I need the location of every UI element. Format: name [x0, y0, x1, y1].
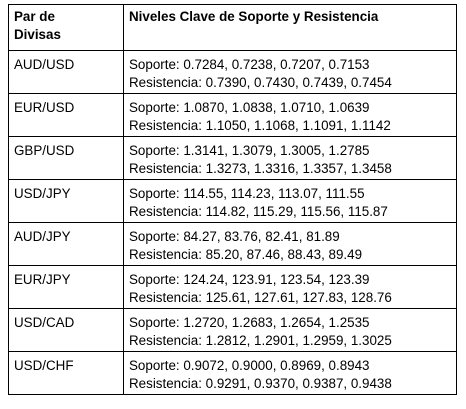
table-row: AUD/JPY Soporte: 84.27, 83.76, 82.41, 81…: [8, 222, 457, 266]
pair-cell: EUR/JPY: [8, 265, 124, 309]
resistance-line: Resistencia: 1.2812, 1.2901, 1.2959, 1.3…: [129, 333, 392, 348]
header-key-levels: Niveles Clave de Soporte y Resistencia: [123, 4, 457, 51]
pair-cell: EUR/USD: [8, 93, 124, 137]
levels-cell: Soporte: 114.55, 114.23, 113.07, 111.55 …: [123, 179, 457, 223]
support-resistance-table: Par de Divisas Niveles Clave de Soporte …: [8, 4, 457, 395]
header-currency-pair: Par de Divisas: [8, 4, 124, 51]
pair-cell: AUD/JPY: [8, 222, 124, 266]
resistance-line: Resistencia: 1.1050, 1.1068, 1.1091, 1.1…: [129, 118, 391, 133]
resistance-line: Resistencia: 1.3273, 1.3316, 1.3357, 1.3…: [129, 161, 392, 176]
pair-cell: GBP/USD: [8, 136, 124, 180]
levels-cell: Soporte: 84.27, 83.76, 82.41, 81.89 Resi…: [123, 222, 457, 266]
resistance-line: Resistencia: 114.82, 115.29, 115.56, 115…: [129, 204, 388, 219]
resistance-line: Resistencia: 125.61, 127.61, 127.83, 128…: [129, 290, 392, 305]
table-row: EUR/JPY Soporte: 124.24, 123.91, 123.54,…: [8, 265, 457, 309]
pair-cell: USD/JPY: [8, 179, 124, 223]
table-row: USD/CHF Soporte: 0.9072, 0.9000, 0.8969,…: [8, 351, 457, 395]
table-row: EUR/USD Soporte: 1.0870, 1.0838, 1.0710,…: [8, 93, 457, 137]
resistance-line: Resistencia: 0.7390, 0.7430, 0.7439, 0.7…: [129, 75, 392, 90]
support-line: Soporte: 1.2720, 1.2683, 1.2654, 1.2535: [129, 315, 370, 330]
table-header-row: Par de Divisas Niveles Clave de Soporte …: [8, 4, 457, 51]
support-line: Soporte: 114.55, 114.23, 113.07, 111.55: [129, 186, 365, 201]
table-row: USD/JPY Soporte: 114.55, 114.23, 113.07,…: [8, 179, 457, 223]
levels-cell: Soporte: 124.24, 123.91, 123.54, 123.39 …: [123, 265, 457, 309]
levels-cell: Soporte: 0.7284, 0.7238, 0.7207, 0.7153 …: [123, 50, 457, 94]
pair-cell: USD/CAD: [8, 308, 124, 352]
header-pair-line2: Divisas: [14, 27, 61, 42]
support-line: Soporte: 0.7284, 0.7238, 0.7207, 0.7153: [129, 57, 370, 72]
table-row: AUD/USD Soporte: 0.7284, 0.7238, 0.7207,…: [8, 50, 457, 94]
header-pair-line1: Par de: [14, 9, 55, 24]
levels-cell: Soporte: 1.3141, 1.3079, 1.3005, 1.2785 …: [123, 136, 457, 180]
table-row: USD/CAD Soporte: 1.2720, 1.2683, 1.2654,…: [8, 308, 457, 352]
levels-cell: Soporte: 0.9072, 0.9000, 0.8969, 0.8943 …: [123, 351, 457, 395]
resistance-line: Resistencia: 85.20, 87.46, 88.43, 89.49: [129, 247, 363, 262]
resistance-line: Resistencia: 0.9291, 0.9370, 0.9387, 0.9…: [129, 376, 392, 391]
support-line: Soporte: 0.9072, 0.9000, 0.8969, 0.8943: [129, 358, 370, 373]
table-row: GBP/USD Soporte: 1.3141, 1.3079, 1.3005,…: [8, 136, 457, 180]
levels-cell: Soporte: 1.0870, 1.0838, 1.0710, 1.0639 …: [123, 93, 457, 137]
support-line: Soporte: 1.0870, 1.0838, 1.0710, 1.0639: [129, 100, 370, 115]
support-line: Soporte: 124.24, 123.91, 123.54, 123.39: [129, 272, 370, 287]
document-page: Par de Divisas Niveles Clave de Soporte …: [8, 4, 457, 395]
support-line: Soporte: 1.3141, 1.3079, 1.3005, 1.2785: [129, 143, 370, 158]
pair-cell: AUD/USD: [8, 50, 124, 94]
pair-cell: USD/CHF: [8, 351, 124, 395]
levels-cell: Soporte: 1.2720, 1.2683, 1.2654, 1.2535 …: [123, 308, 457, 352]
support-line: Soporte: 84.27, 83.76, 82.41, 81.89: [129, 229, 340, 244]
